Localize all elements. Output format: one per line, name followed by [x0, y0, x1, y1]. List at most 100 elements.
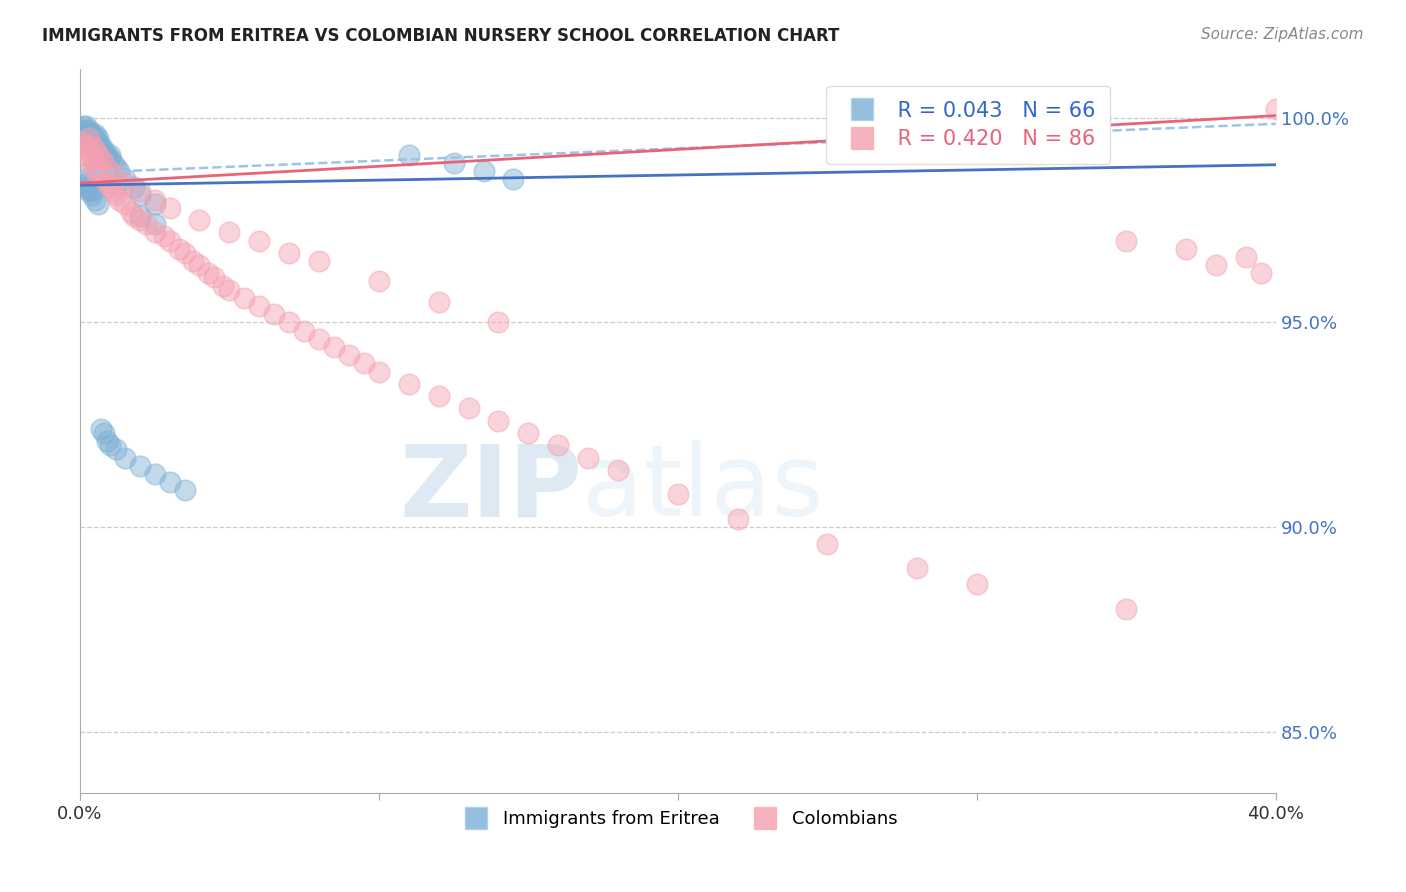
Point: [188, 213, 211, 227]
Point: [93, 425, 115, 440]
Point: [292, 324, 315, 338]
Point: [90, 144, 112, 158]
Point: [278, 245, 301, 260]
Point: [1175, 242, 1198, 256]
Point: [75, 135, 97, 149]
Point: [607, 463, 630, 477]
Point: [75, 176, 97, 190]
Point: [143, 196, 166, 211]
Legend: Immigrants from Eritrea, Colombians: Immigrants from Eritrea, Colombians: [451, 803, 905, 835]
Point: [337, 348, 360, 362]
Point: [143, 467, 166, 481]
Point: [72, 131, 94, 145]
Point: [135, 217, 157, 231]
Point: [1115, 234, 1137, 248]
Point: [98, 147, 121, 161]
Point: [107, 193, 129, 207]
Point: [233, 291, 256, 305]
Point: [77, 180, 100, 194]
Point: [159, 475, 181, 489]
Point: [83, 155, 105, 169]
Point: [727, 512, 749, 526]
Point: [167, 242, 190, 256]
Text: atlas: atlas: [582, 441, 824, 537]
Point: [83, 127, 105, 141]
Point: [502, 172, 524, 186]
Point: [128, 188, 150, 202]
Point: [367, 275, 389, 289]
Point: [457, 401, 479, 416]
Point: [80, 135, 103, 149]
Point: [159, 201, 181, 215]
Point: [323, 340, 346, 354]
Point: [72, 119, 94, 133]
Point: [87, 196, 110, 211]
Point: [488, 315, 510, 329]
Point: [96, 434, 118, 449]
Text: Source: ZipAtlas.com: Source: ZipAtlas.com: [1201, 27, 1364, 42]
Point: [159, 234, 181, 248]
Point: [80, 160, 103, 174]
Point: [87, 168, 110, 182]
Point: [114, 172, 136, 186]
Point: [1234, 250, 1257, 264]
Point: [93, 168, 115, 182]
Point: [101, 155, 124, 169]
Point: [427, 294, 450, 309]
Point: [308, 332, 330, 346]
Point: [367, 365, 389, 379]
Point: [83, 164, 105, 178]
Point: [263, 307, 285, 321]
Point: [1265, 103, 1288, 117]
Point: [143, 225, 166, 239]
Point: [247, 234, 270, 248]
Point: [87, 139, 110, 153]
Point: [80, 185, 103, 199]
Point: [353, 356, 375, 370]
Point: [80, 131, 103, 145]
Point: [93, 155, 115, 169]
Text: IMMIGRANTS FROM ERITREA VS COLOMBIAN NURSERY SCHOOL CORRELATION CHART: IMMIGRANTS FROM ERITREA VS COLOMBIAN NUR…: [42, 27, 839, 45]
Point: [75, 147, 97, 161]
Point: [212, 278, 235, 293]
Point: [83, 144, 105, 158]
Point: [128, 458, 150, 473]
Point: [83, 193, 105, 207]
Point: [75, 119, 97, 133]
Point: [80, 152, 103, 166]
Point: [815, 536, 838, 550]
Point: [93, 144, 115, 158]
Point: [128, 213, 150, 227]
Point: [87, 135, 110, 149]
Point: [122, 180, 145, 194]
Point: [173, 245, 195, 260]
Point: [128, 185, 150, 199]
Point: [143, 217, 166, 231]
Point: [96, 147, 118, 161]
Point: [80, 127, 103, 141]
Point: [93, 147, 115, 161]
Point: [104, 168, 127, 182]
Point: [75, 123, 97, 137]
Point: [1115, 602, 1137, 616]
Point: [114, 196, 136, 211]
Point: [218, 283, 240, 297]
Point: [1205, 258, 1227, 272]
Point: [204, 270, 226, 285]
Point: [75, 139, 97, 153]
Point: [143, 193, 166, 207]
Point: [90, 422, 112, 436]
Point: [472, 164, 495, 178]
Point: [666, 487, 689, 501]
Point: [905, 561, 928, 575]
Point: [80, 139, 103, 153]
Point: [398, 376, 420, 391]
Point: [114, 450, 136, 465]
Point: [77, 135, 100, 149]
Point: [77, 131, 100, 145]
Point: [87, 147, 110, 161]
Point: [547, 438, 569, 452]
Point: [120, 204, 142, 219]
Point: [104, 188, 127, 202]
Point: [197, 266, 219, 280]
